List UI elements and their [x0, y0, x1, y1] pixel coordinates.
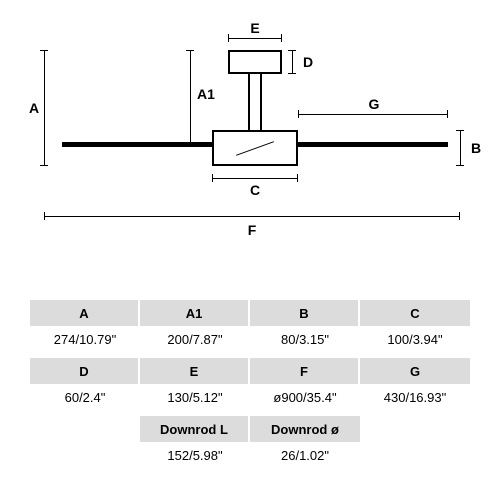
dim-d-line — [292, 50, 293, 74]
cell-value: ø900/35.4" — [250, 384, 360, 410]
cell-value: 274/10.79" — [30, 326, 140, 352]
label-c: C — [245, 182, 265, 198]
cell-value: 26/1.02" — [250, 442, 360, 468]
table-header-row-2: D E F G — [30, 358, 470, 384]
label-g: G — [364, 96, 384, 112]
downrod-rect — [248, 74, 262, 130]
dim-a-tick-b — [40, 165, 48, 166]
cell-value: 130/5.12" — [140, 384, 250, 410]
dim-f-tick-r — [459, 212, 460, 220]
col-header: G — [360, 358, 470, 384]
table-header-row-3: Downrod L Downrod ø — [30, 416, 470, 442]
dim-a1-line — [190, 50, 191, 144]
table-value-row-1: 274/10.79" 200/7.87" 80/3.15" 100/3.94" — [30, 326, 470, 352]
label-a: A — [24, 100, 44, 116]
canopy-rect — [228, 50, 282, 74]
cell-value: 60/2.4" — [30, 384, 140, 410]
table-value-row-2: 60/2.4" 130/5.12" ø900/35.4" 430/16.93" — [30, 384, 470, 410]
dim-g-tick-l — [298, 110, 299, 118]
cell-value: 430/16.93" — [360, 384, 470, 410]
dim-e-line — [228, 38, 282, 39]
dim-a-line — [44, 50, 45, 166]
cell-value: 100/3.94" — [360, 326, 470, 352]
label-f: F — [242, 222, 262, 238]
dim-e-tick-r — [281, 34, 282, 42]
dim-f-line — [44, 216, 460, 217]
dim-g-tick-r — [447, 110, 448, 118]
fan-dimension-diagram: E D A1 A B G C F — [30, 20, 470, 250]
cell-value: 200/7.87" — [140, 326, 250, 352]
cell-value: 80/3.15" — [250, 326, 360, 352]
dim-b-line — [460, 130, 461, 166]
dim-b-tick-t — [456, 130, 464, 131]
dimensions-table: A A1 B C 274/10.79" 200/7.87" 80/3.15" 1… — [30, 300, 470, 468]
dim-c-tick-r — [297, 174, 298, 182]
label-e: E — [245, 20, 265, 36]
dim-a1-tick-b — [186, 143, 194, 144]
col-header: Downrod L — [140, 416, 250, 442]
col-header: E — [140, 358, 250, 384]
col-header: D — [30, 358, 140, 384]
dim-a1-tick-t — [186, 50, 194, 51]
dim-e-tick-l — [228, 34, 229, 42]
col-header: A — [30, 300, 140, 326]
dim-f-tick-l — [44, 212, 45, 220]
col-header: C — [360, 300, 470, 326]
dim-a-tick-t — [40, 50, 48, 51]
col-header: A1 — [140, 300, 250, 326]
table-header-row-1: A A1 B C — [30, 300, 470, 326]
col-header: F — [250, 358, 360, 384]
dim-d-tick-b — [288, 73, 296, 74]
cell-value: 152/5.98" — [140, 442, 250, 468]
dim-d-tick-t — [288, 50, 296, 51]
label-a1: A1 — [194, 86, 218, 102]
dim-c-line — [212, 178, 298, 179]
label-d: D — [298, 54, 318, 70]
dim-g-line — [298, 114, 448, 115]
dim-b-tick-b — [456, 165, 464, 166]
col-header: Downrod ø — [250, 416, 360, 442]
blade-right — [298, 142, 448, 147]
table-value-row-3: 152/5.98" 26/1.02" — [30, 442, 470, 468]
dim-c-tick-l — [212, 174, 213, 182]
label-b: B — [466, 140, 486, 156]
col-header: B — [250, 300, 360, 326]
